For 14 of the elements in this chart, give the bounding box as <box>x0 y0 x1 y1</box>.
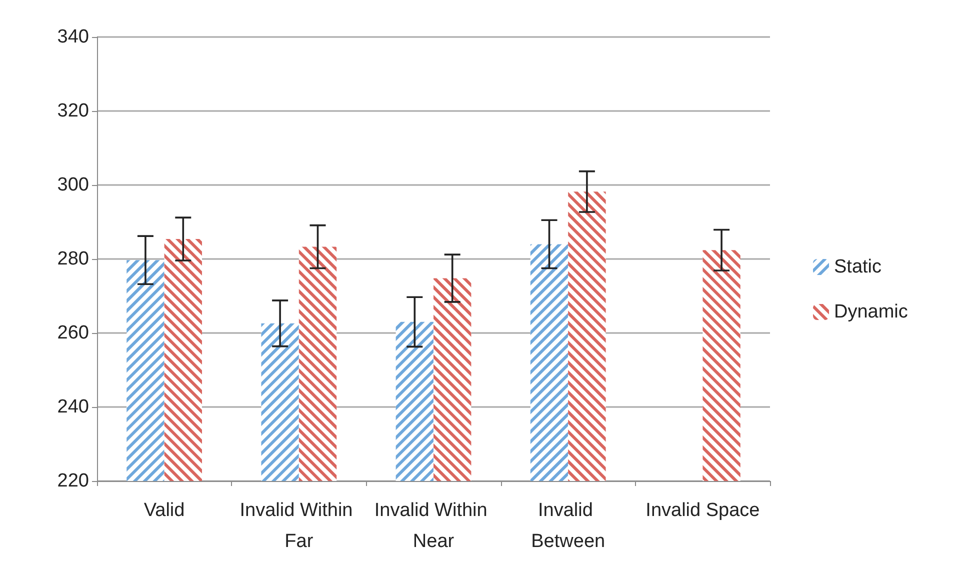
y-tick-label: 340 <box>57 26 89 48</box>
y-tick-label: 280 <box>57 248 89 270</box>
x-tick-label: Invalid Within Near <box>374 500 493 552</box>
x-tick-label: Invalid Between <box>531 500 606 552</box>
x-tick-label: Valid <box>144 500 185 521</box>
x-tick-label: Invalid Within Far <box>240 500 358 552</box>
y-tick-label: 260 <box>57 322 89 344</box>
y-tick-label: 320 <box>57 100 89 122</box>
legend-label: Static <box>834 256 882 278</box>
legend-label: Dynamic <box>834 302 908 322</box>
y-tick-label: 240 <box>57 396 89 418</box>
x-tick-label: Invalid Space <box>646 500 760 521</box>
y-tick-label: 300 <box>57 174 89 196</box>
y-tick-label: 220 <box>57 470 89 492</box>
